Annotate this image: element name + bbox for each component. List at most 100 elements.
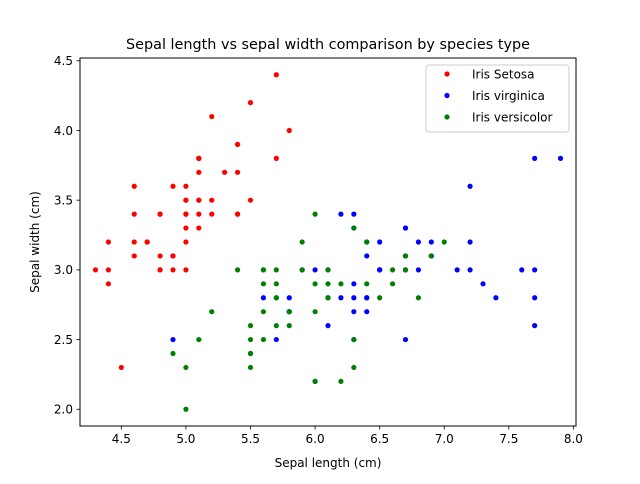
legend-label-iris-versicolor: Iris versicolor xyxy=(472,110,552,124)
data-point-iris-virginica xyxy=(402,225,409,231)
data-point-iris-virginica xyxy=(338,295,344,301)
data-point-iris-versicolor xyxy=(402,267,409,273)
data-point-iris-virginica xyxy=(557,155,564,161)
data-point-iris-versicolor xyxy=(389,267,396,273)
data-point-iris-versicolor xyxy=(428,253,434,259)
data-point-iris-virginica xyxy=(351,309,357,315)
data-point-iris-virginica xyxy=(286,295,292,301)
y-axis-label: Sepal width (cm) xyxy=(28,191,42,293)
data-point-iris-setosa xyxy=(144,239,150,245)
data-point-iris-versicolor xyxy=(299,239,305,245)
data-point-iris-versicolor xyxy=(260,281,267,287)
data-point-iris-setosa xyxy=(157,211,163,217)
data-point-iris-versicolor xyxy=(312,309,318,315)
data-point-iris-virginica xyxy=(312,267,318,273)
data-point-iris-versicolor xyxy=(209,309,215,315)
chart-title: Sepal length vs sepal width comparison b… xyxy=(126,37,530,53)
x-tick-label: 8.0 xyxy=(564,432,583,446)
data-point-iris-versicolor xyxy=(325,267,331,273)
data-point-iris-virginica xyxy=(467,239,473,245)
data-point-iris-setosa xyxy=(286,127,292,134)
data-point-iris-setosa xyxy=(170,267,176,273)
data-point-iris-virginica xyxy=(377,239,383,245)
data-point-iris-versicolor xyxy=(260,267,267,273)
data-point-iris-virginica xyxy=(493,295,499,301)
x-axis: 4.5 5.0 5.5 6.0 6.5 7.0 7.5 8.0 xyxy=(112,426,583,446)
x-tick-label: 6.0 xyxy=(306,432,325,446)
data-point-iris-setosa xyxy=(234,141,241,148)
data-point-iris-setosa xyxy=(105,267,112,273)
data-point-iris-versicolor xyxy=(312,211,318,217)
y-axis: 2.0 2.5 3.0 3.5 4.0 4.5 xyxy=(54,54,80,417)
y-tick-label: 3.0 xyxy=(54,263,73,277)
data-point-iris-setosa xyxy=(183,211,189,217)
data-point-iris-versicolor xyxy=(364,281,370,287)
data-point-iris-setosa xyxy=(157,267,163,273)
data-point-iris-virginica xyxy=(364,253,370,259)
data-point-iris-versicolor xyxy=(325,281,331,287)
data-point-iris-versicolor xyxy=(325,295,331,301)
data-point-iris-virginica xyxy=(338,211,344,217)
x-tick-label: 5.0 xyxy=(176,432,195,446)
data-point-iris-setosa xyxy=(183,267,189,273)
data-point-iris-virginica xyxy=(532,295,538,301)
data-point-iris-setosa xyxy=(170,253,176,259)
data-point-iris-versicolor xyxy=(247,350,254,357)
data-point-iris-setosa xyxy=(105,281,112,287)
data-point-iris-virginica xyxy=(532,155,538,161)
data-point-iris-versicolor xyxy=(351,336,357,343)
data-point-iris-virginica xyxy=(402,336,409,343)
legend-label-iris-setosa: Iris Setosa xyxy=(472,67,535,81)
data-point-iris-versicolor xyxy=(312,378,318,384)
data-point-iris-versicolor xyxy=(338,281,344,287)
data-point-iris-setosa xyxy=(183,183,189,189)
data-point-iris-versicolor xyxy=(183,406,189,412)
data-point-iris-virginica xyxy=(467,267,473,273)
data-point-iris-setosa xyxy=(157,253,163,259)
legend: Iris Setosa Iris virginica Iris versicolor xyxy=(425,64,570,133)
data-point-iris-versicolor xyxy=(247,323,254,329)
data-point-iris-versicolor xyxy=(196,336,202,343)
data-point-iris-versicolor xyxy=(364,239,370,245)
data-point-iris-setosa xyxy=(209,113,215,120)
data-point-iris-setosa xyxy=(170,183,176,189)
y-tick-label: 4.5 xyxy=(54,54,73,68)
data-point-iris-setosa xyxy=(222,169,228,175)
legend-label-iris-virginica: Iris virginica xyxy=(472,89,545,103)
data-point-iris-virginica xyxy=(532,323,538,329)
data-point-iris-setosa xyxy=(196,197,202,203)
x-tick-label: 4.5 xyxy=(112,432,131,446)
data-point-iris-setosa xyxy=(196,155,202,161)
data-point-iris-virginica xyxy=(480,281,486,287)
data-point-iris-virginica xyxy=(415,267,422,273)
legend-marker-iris-versicolor xyxy=(444,114,450,120)
data-point-iris-versicolor xyxy=(273,323,279,329)
legend-marker-iris-setosa xyxy=(444,71,450,77)
data-point-iris-versicolor xyxy=(273,267,279,273)
legend-box xyxy=(425,64,570,133)
x-tick-label: 5.5 xyxy=(241,432,260,446)
data-point-iris-virginica xyxy=(273,336,279,343)
data-point-iris-virginica xyxy=(364,309,370,315)
data-point-iris-setosa xyxy=(131,183,137,189)
data-point-iris-setosa xyxy=(234,169,241,175)
data-point-iris-versicolor xyxy=(415,295,422,301)
data-point-iris-setosa xyxy=(247,197,254,203)
x-tick-label: 7.5 xyxy=(499,432,518,446)
data-point-iris-setosa xyxy=(273,72,279,78)
data-point-iris-virginica xyxy=(467,183,473,189)
data-point-iris-versicolor xyxy=(299,267,305,273)
data-point-iris-versicolor xyxy=(183,364,189,371)
data-point-iris-setosa xyxy=(131,211,137,217)
data-point-iris-virginica xyxy=(325,323,331,329)
legend-marker-iris-virginica xyxy=(444,92,450,99)
data-point-iris-setosa xyxy=(196,211,202,217)
data-point-iris-virginica xyxy=(428,239,434,245)
y-tick-label: 3.5 xyxy=(54,193,73,207)
data-point-iris-setosa xyxy=(183,197,189,203)
data-point-iris-versicolor xyxy=(286,323,292,329)
data-point-iris-setosa xyxy=(273,155,279,161)
data-point-iris-setosa xyxy=(105,239,112,245)
data-point-iris-virginica xyxy=(351,211,357,217)
